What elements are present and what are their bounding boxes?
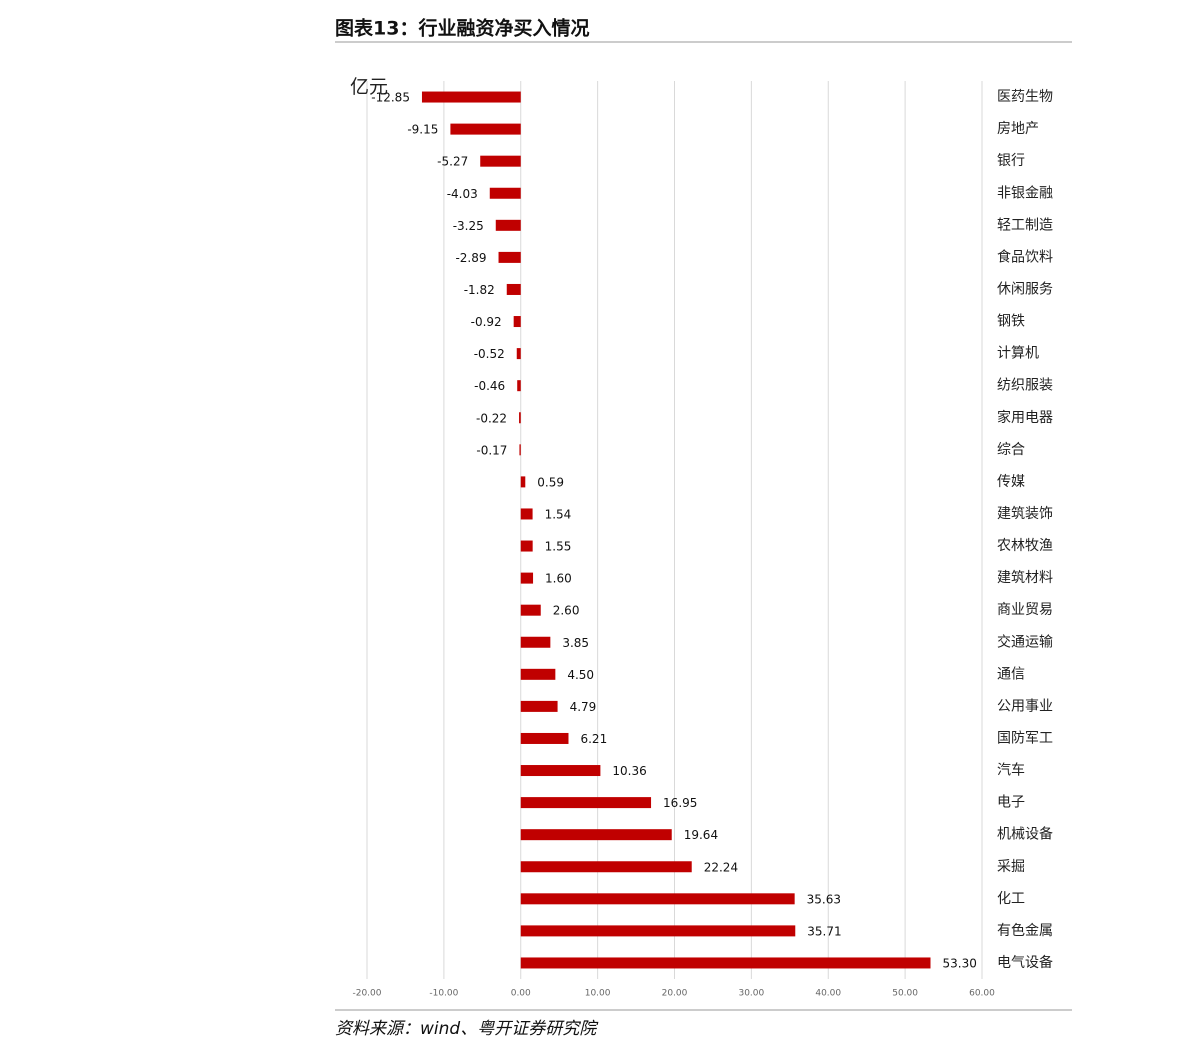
category-label: 电气设备 [997, 954, 1053, 971]
value-label: -3.25 [453, 219, 484, 233]
bar [520, 700, 558, 712]
category-label: 国防军工 [997, 730, 1053, 746]
category-label: 休闲服务 [997, 281, 1053, 297]
value-label: -2.89 [455, 251, 486, 265]
value-label: -0.46 [474, 379, 505, 393]
bar [517, 380, 521, 392]
category-label: 建筑装饰 [997, 506, 1053, 522]
bar [506, 283, 521, 295]
bar [513, 316, 521, 328]
category-label: 计算机 [997, 346, 1039, 362]
bar [520, 540, 533, 552]
source: 资料来源：wind、粤开证券研究院 [335, 1019, 599, 1039]
value-label: -0.17 [476, 443, 507, 457]
category-label: 商业贸易 [997, 602, 1053, 618]
bar [520, 893, 795, 905]
category-label: 纺织服装 [997, 378, 1053, 394]
value-label: 10.36 [612, 764, 646, 778]
category-label: 钢铁 [997, 314, 1025, 330]
category-label: 房地产 [997, 121, 1039, 137]
bar [520, 668, 556, 680]
value-label: 3.85 [562, 636, 589, 650]
value-label: -4.03 [447, 187, 478, 201]
category-label: 建筑材料 [997, 570, 1053, 586]
x-tick-label: 0.00 [511, 989, 531, 999]
value-label: 1.60 [545, 572, 572, 586]
category-label: 有色金属 [997, 922, 1053, 939]
value-label: 1.55 [545, 540, 572, 554]
bar [520, 636, 551, 648]
category-label: 综合 [997, 442, 1025, 458]
x-tick-label: 10.00 [585, 989, 611, 999]
category-label: 家用电器 [997, 409, 1053, 426]
value-label: 2.60 [553, 604, 580, 618]
bar [520, 797, 652, 809]
bar [520, 765, 601, 777]
bar [516, 348, 521, 360]
value-label: -0.52 [474, 347, 505, 361]
value-label: -0.22 [476, 411, 507, 425]
bar [520, 925, 796, 937]
bar [450, 123, 521, 135]
value-label: 19.64 [684, 828, 718, 842]
bar [495, 219, 521, 231]
value-label: 4.79 [570, 700, 597, 714]
bar [489, 187, 521, 199]
value-label: -0.92 [471, 315, 502, 329]
category-label: 银行 [997, 153, 1025, 169]
bar [520, 732, 569, 744]
value-label: -5.27 [437, 155, 468, 169]
x-tick-label: 50.00 [892, 989, 918, 999]
category-label: 化工 [997, 891, 1025, 907]
value-label: 22.24 [704, 860, 738, 874]
bar [520, 572, 534, 584]
x-tick-label: 40.00 [815, 989, 841, 999]
category-label: 采掘 [997, 859, 1025, 875]
bar [520, 829, 672, 841]
category-label: 非银金融 [997, 185, 1053, 201]
category-label: 公用事业 [997, 698, 1053, 714]
category-label: 食品饮料 [997, 248, 1053, 265]
bar [421, 91, 521, 103]
value-label: 1.54 [545, 507, 572, 521]
value-label: 6.21 [580, 732, 607, 746]
bar [480, 155, 521, 167]
category-label: 通信 [997, 666, 1025, 682]
category-label: 交通运输 [997, 633, 1053, 650]
bar [520, 957, 931, 969]
category-label: 传媒 [997, 474, 1025, 490]
x-tick-label: 30.00 [738, 989, 764, 999]
value-label: 53.30 [942, 956, 976, 970]
bar [498, 251, 521, 263]
value-label: -12.85 [371, 91, 410, 105]
value-label: -9.15 [407, 123, 438, 137]
bar [520, 604, 541, 616]
bar [519, 412, 521, 424]
value-label: 35.63 [807, 892, 841, 906]
category-label: 轻工制造 [997, 217, 1053, 233]
bar [520, 476, 526, 488]
x-tick-label: -20.00 [352, 989, 381, 999]
bar [520, 861, 692, 873]
x-tick-label: 60.00 [969, 989, 995, 999]
value-label: 0.59 [537, 475, 564, 489]
unit-label: 亿元 [350, 76, 388, 98]
bar [519, 444, 521, 456]
category-label: 机械设备 [997, 826, 1053, 843]
value-label: 35.71 [807, 924, 841, 938]
category-label: 医药生物 [997, 89, 1053, 105]
category-label: 电子 [997, 795, 1025, 811]
chart-title: 图表13：行业融资净买入情况 [335, 17, 589, 40]
bar [520, 508, 533, 520]
x-tick-label: -10.00 [429, 989, 458, 999]
value-label: 4.50 [567, 668, 594, 682]
value-label: -1.82 [464, 283, 495, 297]
x-tick-label: 20.00 [662, 989, 688, 999]
value-label: 16.95 [663, 796, 697, 810]
category-label: 汽车 [997, 762, 1025, 779]
category-label: 农林牧渔 [997, 538, 1053, 554]
